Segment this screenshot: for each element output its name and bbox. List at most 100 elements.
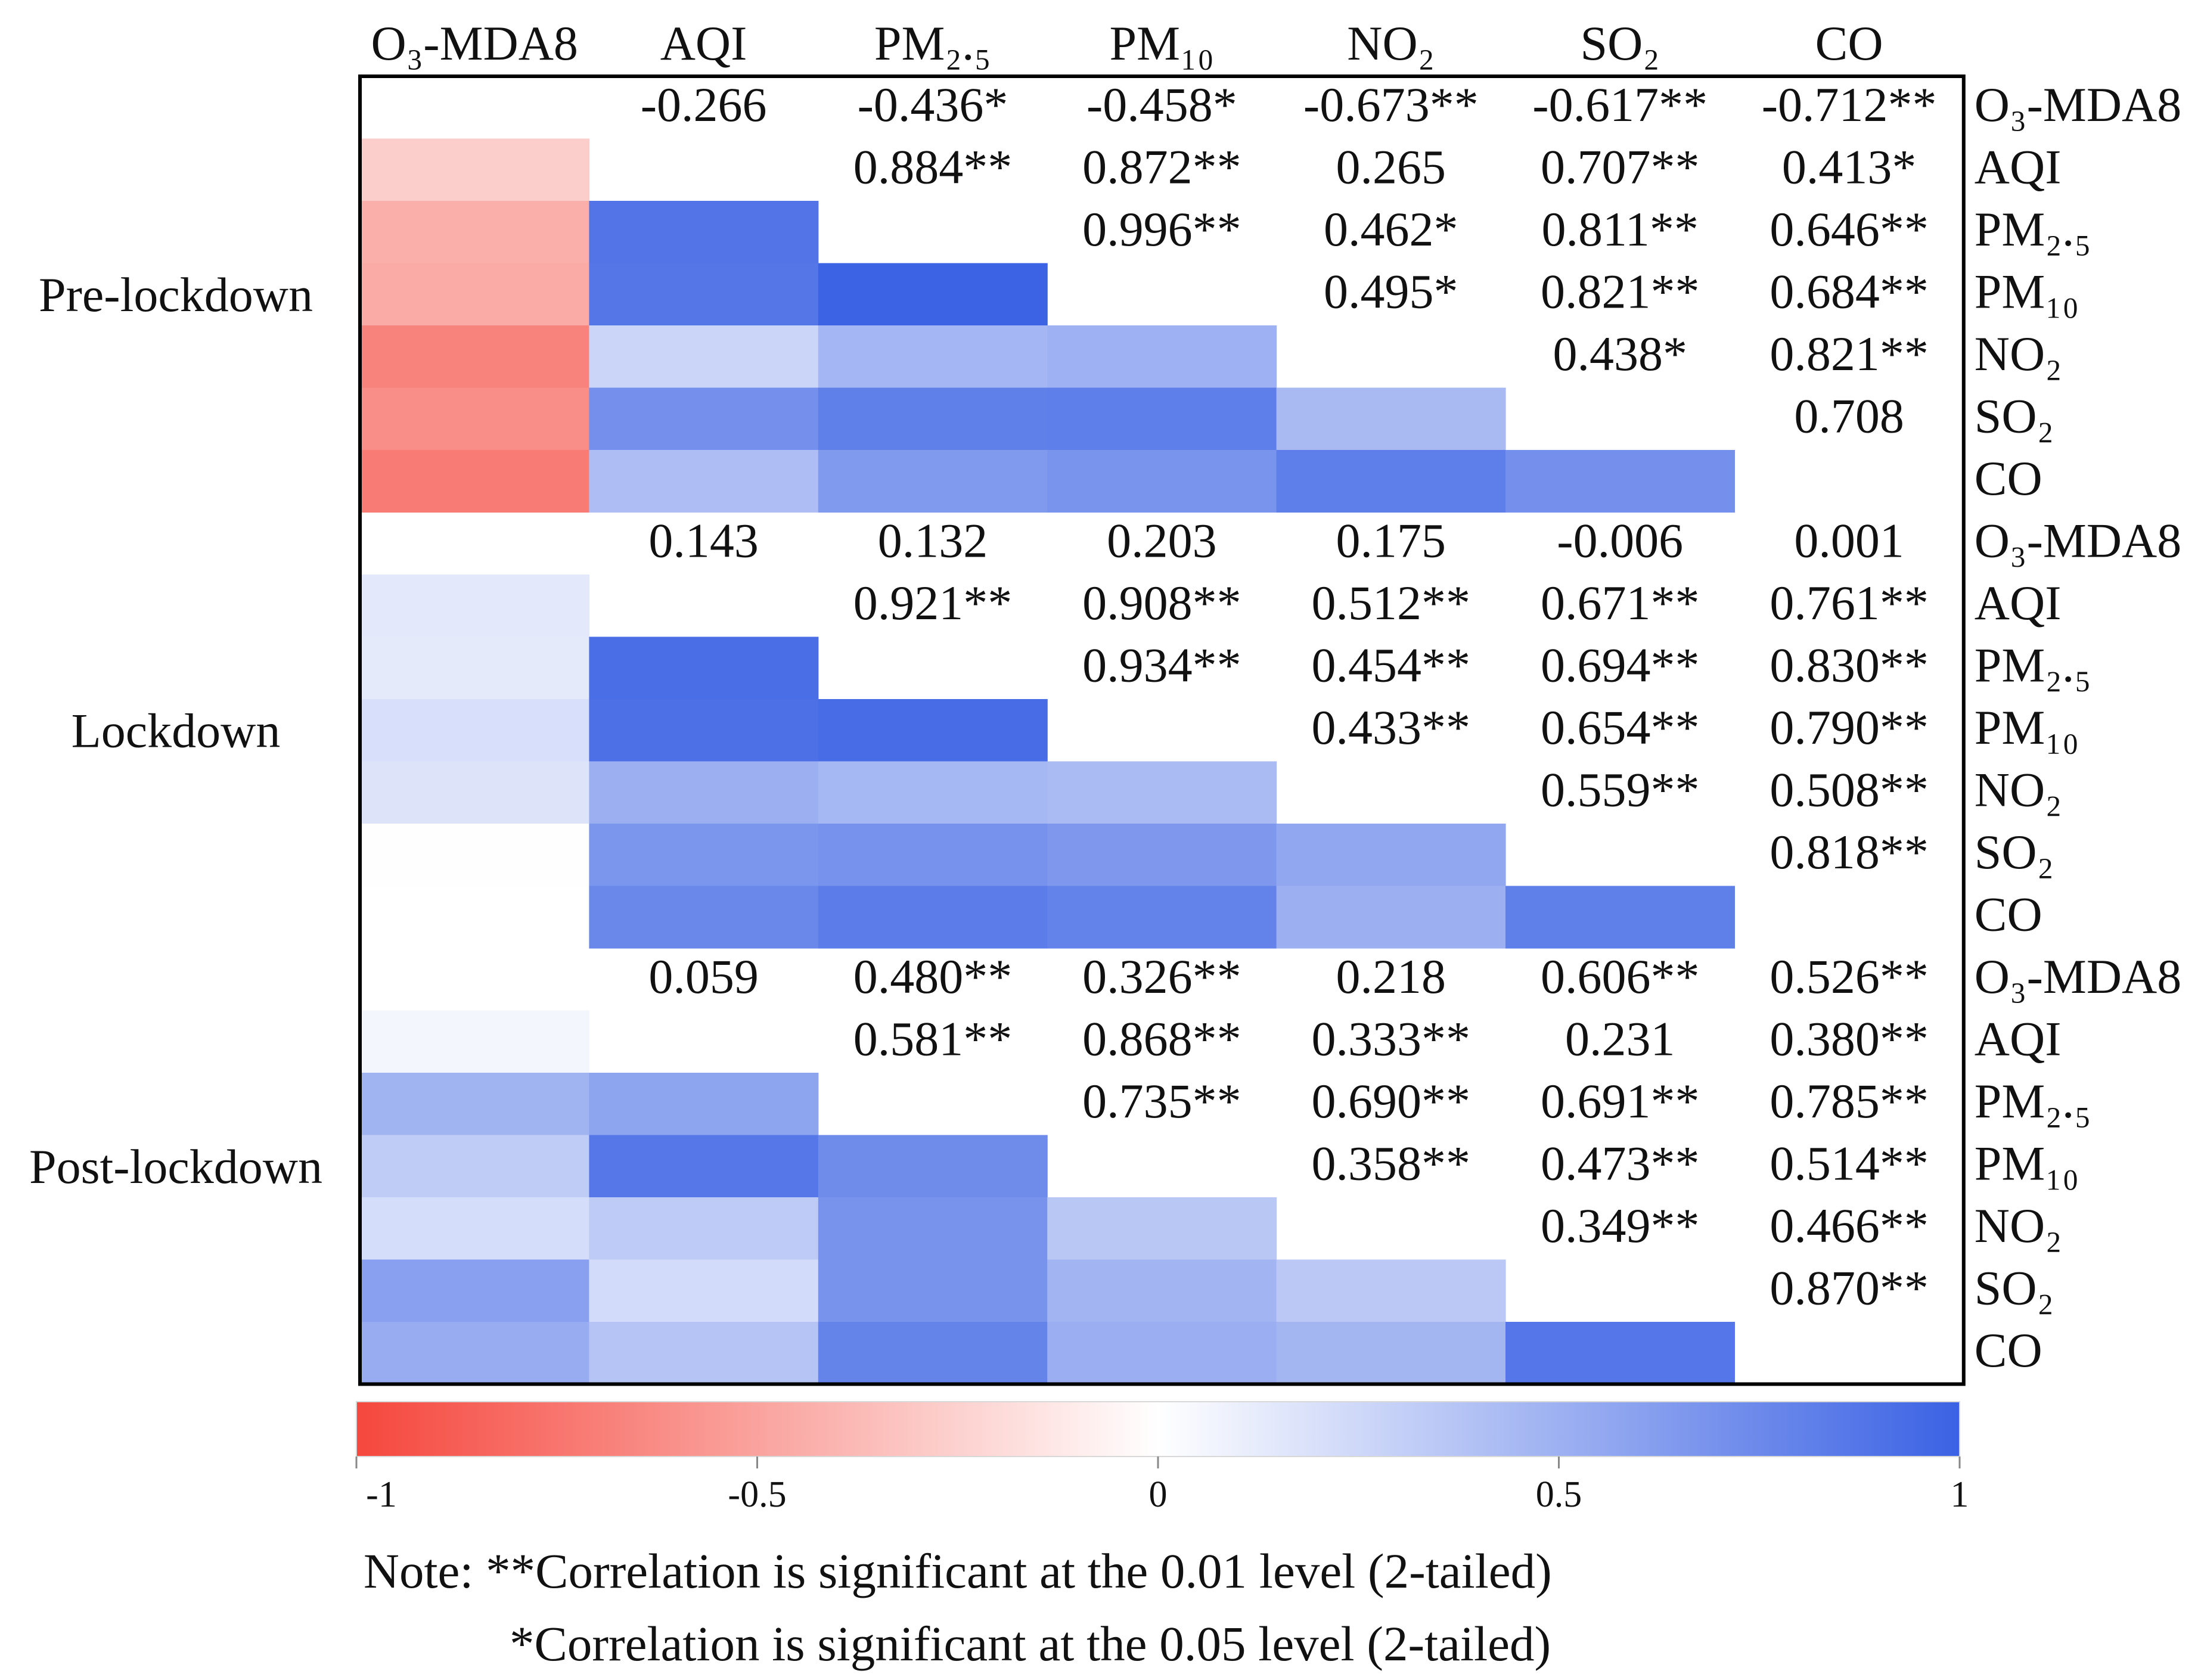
correlation-value: 0.818** (1770, 825, 1929, 879)
correlation-value: -0.712** (1762, 77, 1937, 132)
colorbar-tick-label: 1 (1951, 1474, 1969, 1515)
heatmap-cell (589, 201, 819, 264)
correlation-value: 0.581** (853, 1012, 1013, 1066)
correlation-value: 0.671** (1541, 576, 1700, 630)
correlation-value: 0.996** (1082, 202, 1241, 256)
row-label: PM₁₀ (1975, 700, 2079, 754)
column-header: CO (1815, 16, 1883, 70)
heatmap-cell (360, 138, 589, 201)
row-label: SO₂ (1975, 389, 2054, 443)
correlation-value: 0.707** (1541, 140, 1700, 194)
column-header: PM₂.₅ (874, 16, 991, 70)
column-header: SO₂ (1580, 16, 1659, 70)
correlation-value: 0.059 (648, 949, 759, 1004)
correlation-value: 0.438* (1553, 327, 1687, 381)
column-headers: O₃-MDA8 AQI PM₂.₅ PM₁₀ NO₂ SO₂ CO (371, 16, 1883, 70)
heatmap-cell (1047, 1259, 1277, 1322)
correlation-value: -0.006 (1557, 514, 1683, 568)
row-label: AQI (1975, 576, 2062, 630)
column-header: AQI (660, 16, 747, 70)
heatmap-cell (360, 201, 589, 264)
heatmap-cell (589, 263, 819, 326)
correlation-value: 0.934** (1082, 638, 1241, 693)
correlation-value: 0.559** (1541, 763, 1700, 817)
correlation-value: 0.454** (1312, 638, 1471, 693)
row-label: PM₁₀ (1975, 1136, 2079, 1191)
heatmap-cell (1047, 387, 1277, 451)
row-label: SO₂ (1975, 1261, 2054, 1315)
heatmap-cell (589, 1322, 819, 1385)
colorbar-tick-label: 0.5 (1536, 1474, 1582, 1515)
correlation-value: 0.462* (1324, 202, 1458, 256)
heatmap-cell (1047, 886, 1277, 949)
correlation-value: 0.349** (1541, 1198, 1700, 1253)
heatmap-cell (360, 1135, 589, 1198)
correlation-value: 0.526** (1770, 949, 1929, 1004)
heatmap-cell (818, 824, 1048, 887)
colorbar: -1 -0.5 0 0.5 1 (355, 1401, 1969, 1515)
correlation-value: 0.821** (1541, 265, 1700, 319)
heatmap-cell (589, 699, 819, 762)
correlation-value: 0.830** (1770, 638, 1929, 693)
heatmap-cells (360, 138, 1735, 1385)
heatmap-cell (1047, 325, 1277, 389)
correlation-value: 0.480** (853, 949, 1013, 1004)
note-line-1: Note: **Correlation is significant at th… (364, 1544, 1552, 1598)
column-header: O₃-MDA8 (371, 16, 578, 70)
correlation-value: 0.380** (1770, 1012, 1929, 1066)
correlation-value: 0.921** (853, 576, 1013, 630)
correlation-value: 0.694** (1541, 638, 1700, 693)
heatmap-cell (360, 699, 589, 762)
correlation-value: 0.433** (1312, 700, 1471, 754)
heatmap-cell (818, 886, 1048, 949)
heatmap-cell (1505, 450, 1735, 513)
correlation-value: 0.203 (1107, 514, 1217, 568)
heatmap-cell (360, 1259, 589, 1322)
row-label: NO₂ (1975, 763, 2062, 817)
heatmap-cell (360, 325, 589, 389)
row-label: NO₂ (1975, 1198, 2062, 1253)
correlation-value: 0.811** (1541, 202, 1698, 256)
heatmap-cell (360, 1197, 589, 1260)
correlation-value: 0.735** (1082, 1074, 1241, 1128)
heatmap-cell (360, 387, 589, 451)
row-label: AQI (1975, 140, 2062, 194)
correlation-value: -0.266 (641, 77, 767, 132)
heatmap-cell (1276, 1322, 1506, 1385)
heatmap-cell (1276, 450, 1506, 513)
heatmap-cell (1047, 761, 1277, 824)
correlation-value: 0.868** (1082, 1012, 1241, 1066)
correlation-value: 0.790** (1770, 700, 1929, 754)
correlation-value: 0.132 (878, 514, 988, 568)
heatmap-cell (589, 824, 819, 887)
heatmap-cell (360, 575, 589, 638)
heatmap-cell (1276, 886, 1506, 949)
correlation-value: 0.708 (1794, 389, 1904, 443)
heatmap-cell (360, 1322, 589, 1385)
correlation-value: 0.265 (1336, 140, 1446, 194)
correlation-value: 0.514** (1770, 1136, 1929, 1191)
correlation-value: -0.617** (1532, 77, 1708, 132)
correlation-value: 0.870** (1770, 1261, 1929, 1315)
row-label: PM₁₀ (1975, 265, 2079, 319)
correlation-value: 0.884** (853, 140, 1013, 194)
correlation-value: 0.001 (1794, 514, 1904, 568)
heatmap-cell (818, 1322, 1048, 1385)
heatmap-cell (818, 263, 1048, 326)
row-label: CO (1975, 451, 2042, 505)
period-label: Post-lockdown (29, 1139, 322, 1194)
heatmap-cell (589, 387, 819, 451)
correlation-value: 0.646** (1770, 202, 1929, 256)
heatmap-cell (818, 761, 1048, 824)
row-label: PM₂.₅ (1975, 638, 2091, 693)
heatmap-frame (358, 74, 1966, 1386)
correlation-value: 0.413* (1782, 140, 1917, 194)
heatmap-cell (589, 886, 819, 949)
colorbar-gradient (356, 1401, 1960, 1457)
correlation-value: 0.690** (1312, 1074, 1471, 1128)
heatmap-cell (360, 636, 589, 700)
heatmap-cell (818, 1259, 1048, 1322)
heatmap-cell (589, 1197, 819, 1260)
correlation-value: 0.333** (1312, 1012, 1471, 1066)
